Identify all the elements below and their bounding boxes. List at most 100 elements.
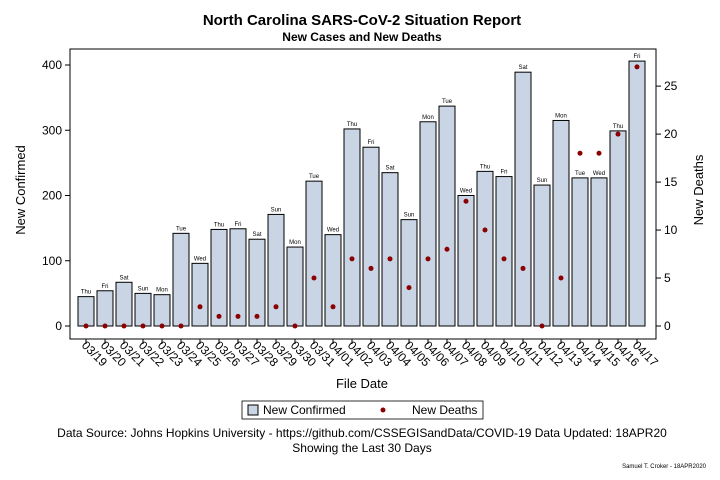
death-point [102,323,108,329]
day-label: Tue [309,174,320,180]
bar [571,177,589,327]
x-axis-title: File Date [336,376,388,391]
bar [457,195,475,327]
y-tick-label: 200 [42,189,62,203]
bar [77,296,95,327]
day-label: Tue [442,99,453,105]
day-label: Sun [404,213,415,219]
day-label: Thu [81,290,91,296]
bar [229,228,247,327]
death-point [368,265,374,271]
y2-tick-label: 10 [664,223,678,237]
day-label: Fri [368,140,375,146]
death-point [463,198,469,204]
y-tick-label: 100 [42,254,62,268]
bar [476,170,494,327]
death-point [140,323,146,329]
death-point [330,304,336,310]
day-label: Wed [460,189,472,195]
y-axis-left: 0 100 200 300 400 [42,58,70,333]
bar-group [77,60,646,327]
chart-subtitle: New Cases and New Deaths [282,30,442,44]
day-label: Tue [575,171,586,177]
x-axis: 03/1903/2003/2103/2203/2303/2403/2503/26… [79,338,661,369]
bar [514,71,532,327]
day-label: Mon [289,240,301,246]
y2-tick-label: 15 [664,175,678,189]
day-label: Fri [501,170,508,176]
bar [343,128,361,327]
death-point [539,323,545,329]
y-axis-title: New Confirmed [13,145,28,235]
bar [191,262,209,327]
death-point [425,256,431,262]
bar [381,172,399,327]
bar [400,219,418,327]
day-label: Wed [194,256,206,262]
bar [552,119,570,327]
bar [438,105,456,327]
death-point [482,227,488,233]
window-note: Showing the Last 30 Days [292,441,431,455]
bar [153,294,171,327]
death-point [406,285,412,291]
bar [115,281,133,327]
bar [286,246,304,327]
death-point [254,313,260,319]
legend-bar-swatch [247,404,259,416]
death-point [159,323,165,329]
day-label: Fri [102,284,109,290]
death-point [349,256,355,262]
death-point [615,131,621,137]
day-label: Thu [347,122,357,128]
death-point [558,275,564,281]
y-axis-right: 0 5 10 15 20 25 [656,79,678,333]
legend-marker-swatch [380,407,386,413]
death-point [387,256,393,262]
bar [590,177,608,327]
death-point [311,275,317,281]
day-label: Sun [138,286,149,292]
day-label: Thu [480,164,490,170]
y-tick-label: 400 [42,58,62,72]
day-label: Sat [518,65,527,71]
death-point [634,64,640,70]
death-point [83,323,89,329]
y2-axis-title: New Deaths [691,154,706,225]
death-point [577,150,583,156]
bar [248,238,266,327]
day-label: Sat [252,232,261,238]
bar [362,146,380,327]
day-label: Sat [119,275,128,281]
death-point [121,323,127,329]
bar [96,290,114,327]
death-point [197,304,203,310]
death-point [501,256,507,262]
death-point [216,313,222,319]
death-point [235,313,241,319]
legend-marker-label: New Deaths [412,403,477,417]
y-tick-label: 300 [42,123,62,137]
bar [628,60,646,327]
y2-tick-label: 20 [664,127,678,141]
bar [609,130,627,327]
plot-frame [69,48,657,340]
death-point [520,265,526,271]
day-label: Tue [176,226,187,232]
y2-tick-label: 0 [664,319,671,333]
day-label: Fri [634,54,641,60]
bar [134,292,152,327]
day-label: Thu [214,222,224,228]
legend-bar-label: New Confirmed [263,403,346,417]
chart-title: North Carolina SARS-CoV-2 Situation Repo… [203,12,521,29]
bar [419,121,437,327]
bar [210,228,228,327]
death-point [178,323,184,329]
day-label: Sun [271,207,282,213]
death-point [444,246,450,252]
bar [267,213,285,327]
legend-frame [241,400,484,420]
death-point [596,150,602,156]
death-point [292,323,298,329]
